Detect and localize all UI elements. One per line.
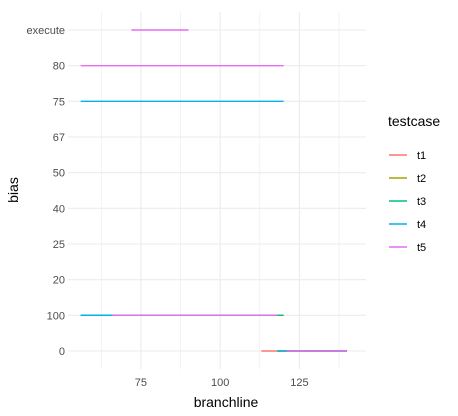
legend: testcase t1 t2 t3 t4 t5 bbox=[388, 113, 440, 254]
grid bbox=[68, 12, 366, 369]
y-tick-label: 100 bbox=[47, 310, 65, 322]
y-tick-label: 25 bbox=[53, 239, 65, 251]
series-layer bbox=[80, 29, 347, 352]
y-tick-label: 20 bbox=[53, 275, 65, 287]
x-axis-title: branchline bbox=[194, 394, 259, 410]
y-axis-title: bias bbox=[5, 177, 21, 203]
legend-title: testcase bbox=[388, 113, 440, 129]
y-axis-ticks: 0 100 20 25 40 50 67 75 80 execute bbox=[26, 25, 65, 358]
y-tick-label: 0 bbox=[59, 346, 65, 358]
x-axis-ticks: 75 100 125 bbox=[135, 377, 309, 389]
x-tick-label: 75 bbox=[135, 377, 147, 389]
y-tick-label: 67 bbox=[53, 132, 65, 144]
y-tick-label: 75 bbox=[53, 96, 65, 108]
y-tick-label: 50 bbox=[53, 168, 65, 180]
x-tick-label: 100 bbox=[211, 377, 229, 389]
y-tick-label: 80 bbox=[53, 61, 65, 73]
y-tick-label: execute bbox=[26, 25, 65, 37]
legend-label-t1: t1 bbox=[417, 150, 426, 162]
legend-label-t3: t3 bbox=[417, 196, 426, 208]
legend-label-t2: t2 bbox=[417, 173, 426, 185]
legend-label-t5: t5 bbox=[417, 242, 426, 254]
y-tick-label: 40 bbox=[53, 203, 65, 215]
x-tick-label: 125 bbox=[290, 377, 308, 389]
legend-label-t4: t4 bbox=[417, 219, 426, 231]
